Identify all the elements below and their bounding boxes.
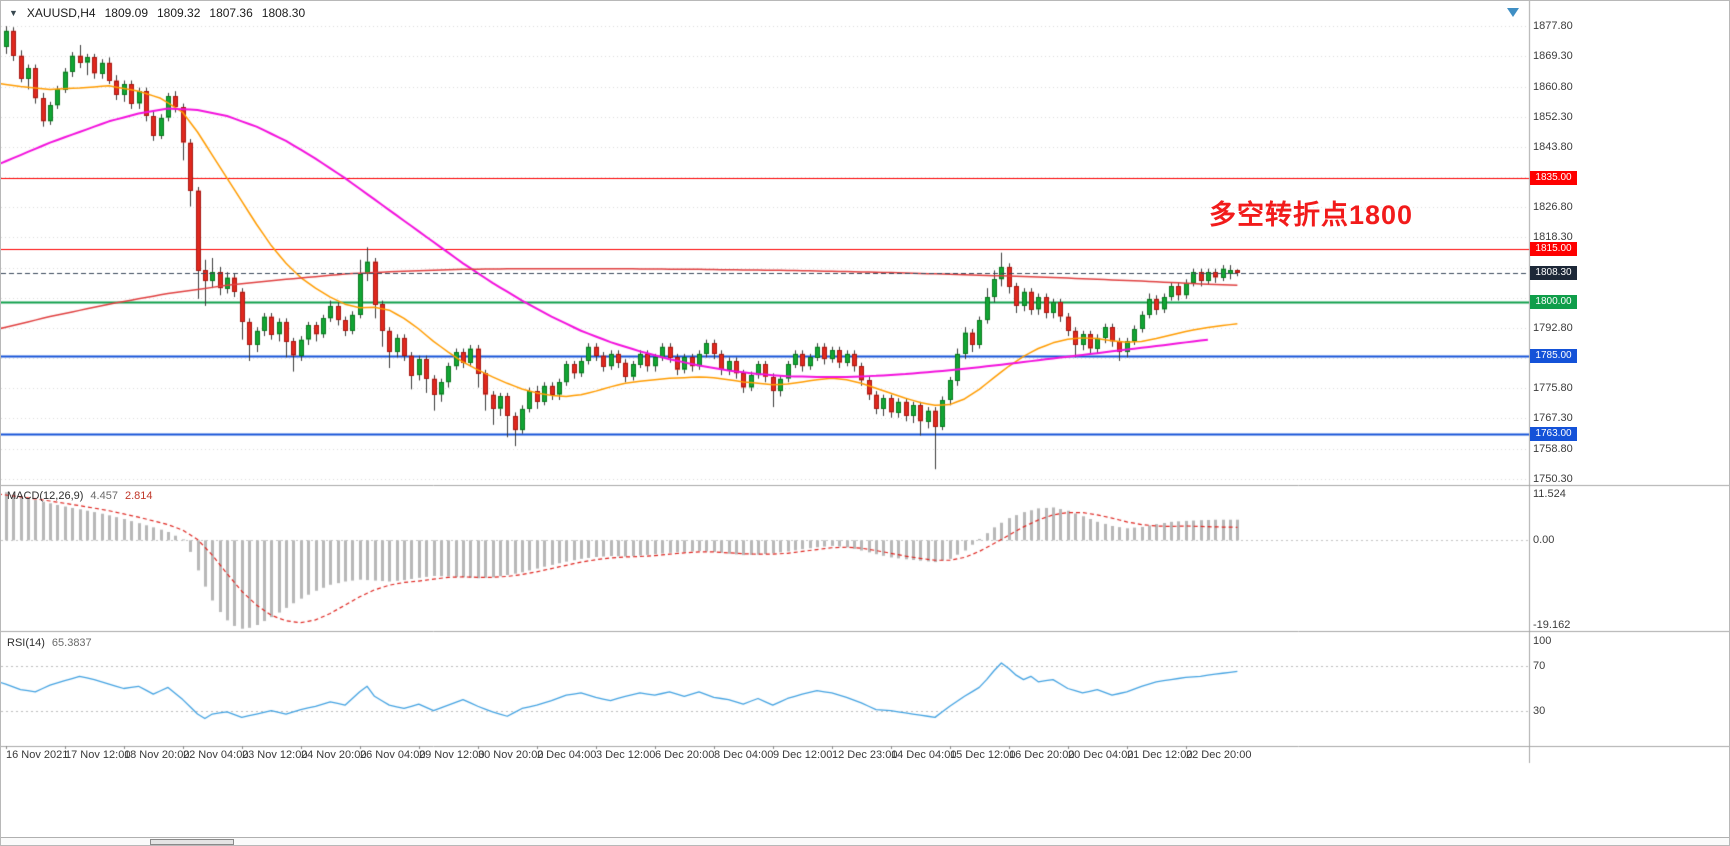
time-axis-label: 15 Dec 12:00 xyxy=(950,749,1016,761)
time-axis-label: 24 Nov 20:00 xyxy=(301,749,367,761)
time-axis-label: 17 Nov 12:00 xyxy=(65,749,131,761)
horizontal-scrollbar-thumb[interactable] xyxy=(150,839,234,845)
time-axis-label: 16 Dec 20:00 xyxy=(1009,749,1075,761)
one-click-trading-toggle-icon[interactable]: ▼ xyxy=(9,8,18,18)
price-tick-label: 1860.80 xyxy=(1533,80,1573,93)
time-axis-label: 16 Nov 2021 xyxy=(6,749,69,761)
price-tick-label: 1877.80 xyxy=(1533,20,1573,33)
macd-tick-label: 0.00 xyxy=(1533,534,1555,547)
time-axis-label: 3 Dec 12:00 xyxy=(596,749,656,761)
time-axis-label: 9 Dec 12:00 xyxy=(773,749,833,761)
rsi-value: 65.3837 xyxy=(51,637,92,649)
horizontal-scrollbar[interactable] xyxy=(1,837,1729,845)
ohlc-high-value: 1809.32 xyxy=(157,6,201,20)
time-axis-label: 20 Dec 04:00 xyxy=(1068,749,1134,761)
macd-indicator-label: MACD(12,26,9) 4.457 2.814 xyxy=(7,490,152,502)
price-level-badge: 1815.00 xyxy=(1530,242,1577,257)
ohlc-open-value: 1809.09 xyxy=(104,6,148,20)
text-annotation[interactable]: 多空转折点1800 xyxy=(1209,200,1414,230)
price-tick-label: 1792.80 xyxy=(1533,321,1573,334)
price-tick-label: 1758.80 xyxy=(1533,442,1573,455)
time-axis-label: 6 Dec 20:00 xyxy=(655,749,715,761)
time-axis-label: 18 Nov 20:00 xyxy=(124,749,190,761)
macd-tick-label: 11.524 xyxy=(1533,488,1566,500)
time-axis-label: 29 Nov 12:00 xyxy=(419,749,485,761)
price-tick-label: 1852.30 xyxy=(1533,110,1573,123)
macd-tick-label: -19.162 xyxy=(1533,619,1571,631)
time-axis-label: 21 Dec 12:00 xyxy=(1127,749,1193,761)
price-tick-label: 1869.30 xyxy=(1533,50,1573,63)
symbol-timeframe-label: XAUUSD,H4 xyxy=(26,6,96,20)
macd-main-value: 4.457 xyxy=(90,490,118,502)
time-axis-label: 14 Dec 04:00 xyxy=(891,749,957,761)
time-axis-label: 22 Nov 04:00 xyxy=(183,749,249,761)
rsi-tick-label: 70 xyxy=(1533,660,1546,673)
rsi-indicator-label: RSI(14) 65.3837 xyxy=(7,637,92,649)
time-axis-label: 30 Nov 20:00 xyxy=(478,749,544,761)
ohlc-low-value: 1807.36 xyxy=(209,6,253,20)
chart-shift-marker-icon[interactable] xyxy=(1507,8,1519,17)
time-axis-label: 22 Dec 20:00 xyxy=(1186,749,1252,761)
ohlc-close-value: 1808.30 xyxy=(261,6,306,20)
price-level-badge: 1835.00 xyxy=(1530,171,1577,186)
price-level-badge: 1785.00 xyxy=(1530,348,1577,363)
rsi-name: RSI(14) xyxy=(7,637,45,649)
price-level-badge: 1763.00 xyxy=(1530,426,1577,441)
price-tick-label: 1818.30 xyxy=(1533,231,1573,244)
price-level-badge: 1800.00 xyxy=(1530,295,1577,310)
price-tick-label: 1843.80 xyxy=(1533,140,1573,153)
macd-signal-value: 2.814 xyxy=(124,490,153,502)
time-axis-label: 2 Dec 04:00 xyxy=(537,749,597,761)
rsi-tick-label: 30 xyxy=(1533,704,1546,717)
price-tick-label: 1775.80 xyxy=(1533,382,1573,395)
rsi-tick-label: 100 xyxy=(1533,635,1552,647)
time-axis-label: 12 Dec 23:00 xyxy=(832,749,898,761)
macd-name: MACD(12,26,9) xyxy=(7,490,84,502)
price-tick-label: 1767.30 xyxy=(1533,412,1573,425)
current-price-badge: 1808.30 xyxy=(1530,265,1577,280)
time-axis-label: 23 Nov 12:00 xyxy=(242,749,308,761)
time-axis-label: 8 Dec 04:00 xyxy=(714,749,774,761)
price-tick-label: 1750.30 xyxy=(1533,472,1573,485)
symbol-ohlc-bar: ▼ XAUUSD,H4 1809.09 1809.32 1807.36 1808… xyxy=(9,6,305,20)
time-axis-label: 26 Nov 04:00 xyxy=(360,749,426,761)
price-tick-label: 1826.80 xyxy=(1533,201,1573,214)
